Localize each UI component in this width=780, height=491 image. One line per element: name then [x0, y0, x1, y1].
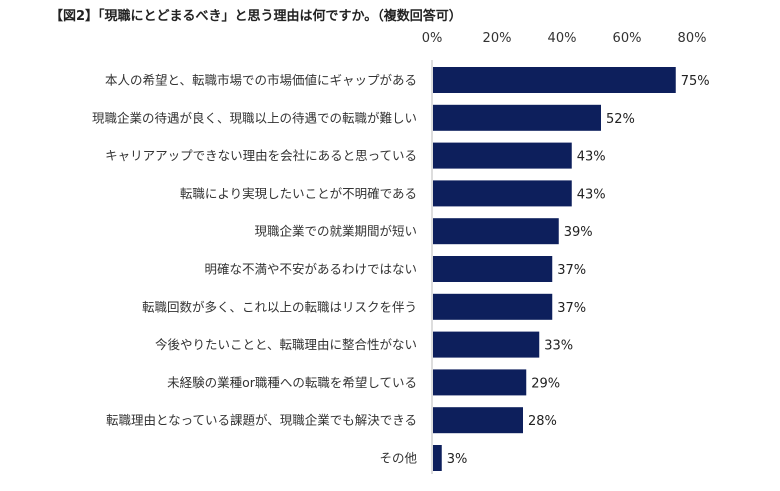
bar [433, 67, 676, 93]
category-label: 今後やりたいことと、転職理由に整合性がない [155, 337, 417, 352]
value-label: 37% [557, 301, 586, 316]
value-label: 28% [528, 414, 557, 429]
value-label: 52% [606, 112, 635, 127]
value-label: 43% [577, 150, 606, 165]
category-label: 転職回数が多く、これ以上の転職はリスクを伴う [142, 299, 417, 314]
category-label: その他 [379, 451, 417, 466]
category-label: 転職により実現したいことが不明確である [180, 186, 417, 201]
value-label: 39% [564, 225, 593, 240]
bar [433, 445, 442, 471]
value-label: 3% [447, 452, 468, 467]
bar [433, 407, 523, 434]
value-label: 37% [557, 263, 586, 278]
bar [433, 369, 527, 396]
bar [433, 104, 601, 131]
x-tick-label: 60% [613, 31, 642, 46]
x-tick-label: 40% [548, 31, 577, 46]
bar [433, 256, 553, 282]
bar [433, 218, 559, 245]
value-label: 43% [577, 187, 606, 202]
category-label: 現職企業の待遇が良く、現職以上の待遇での転職が難しい [92, 110, 417, 125]
category-label: 本人の希望と、転職市場での市場価値にギャップがある [105, 73, 417, 88]
bar [433, 331, 540, 358]
category-label: 現職企業での就業期間が短い [254, 224, 417, 239]
chart-title: 【図2】「現職にとどまるべき」と思う理由は何ですか。（複数回答可） [50, 9, 462, 24]
value-label: 75% [681, 74, 710, 89]
category-label: キャリアアップできない理由を会社にあると思っている [105, 148, 417, 163]
value-label: 29% [531, 376, 560, 391]
category-label: 未経験の業種or職種への転職を希望している [167, 375, 417, 390]
x-tick-label: 80% [678, 31, 707, 46]
bar [433, 180, 572, 207]
bar [433, 142, 572, 169]
category-label: 明確な不満や不安があるわけではない [204, 262, 417, 277]
category-label: 転職理由となっている課題が、現職企業でも解決できる [106, 413, 417, 428]
x-tick-label: 20% [483, 31, 512, 46]
bar [433, 293, 553, 320]
value-label: 33% [544, 339, 573, 354]
x-tick-label: 0% [422, 31, 443, 46]
